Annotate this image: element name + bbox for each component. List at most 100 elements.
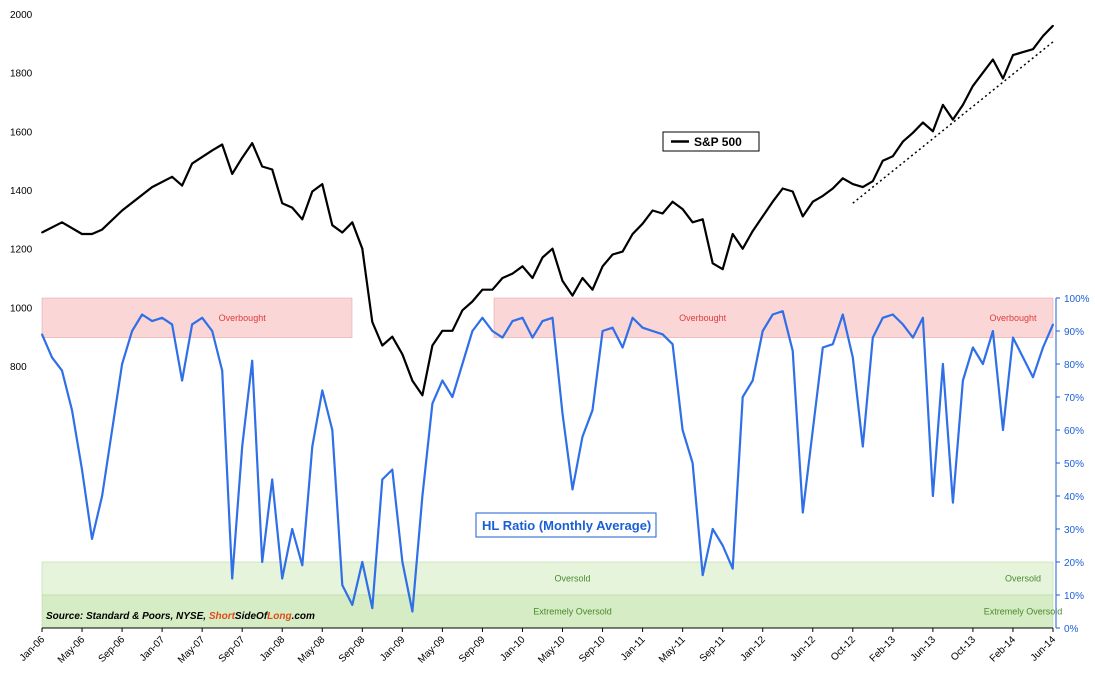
x-tick-label: Sep-06	[97, 634, 128, 665]
hl-ratio-point	[691, 462, 694, 464]
sp500-point	[1002, 77, 1004, 80]
hl-ratio-point	[982, 363, 984, 365]
hl-ratio-point	[1002, 429, 1004, 431]
source-text: Source: Standard & Poors, NYSE, ShortSid…	[46, 611, 315, 622]
right-tick-label: 70%	[1064, 393, 1084, 404]
hl-ratio-point	[201, 316, 204, 319]
sp500-point	[851, 183, 854, 186]
x-tick-label: Jun-13	[909, 634, 939, 664]
hl-ratio-point	[661, 333, 664, 336]
sp500-point	[91, 233, 93, 235]
sp500-point	[791, 190, 794, 193]
sp500-point	[781, 187, 784, 190]
hl-ratio-point	[952, 501, 954, 504]
sp500-point	[631, 233, 634, 235]
x-tick-label: Jan-12	[738, 634, 768, 664]
sp500-point	[341, 231, 344, 234]
hl-ratio-point	[51, 356, 53, 359]
hl-ratio-point	[141, 313, 143, 316]
right-tick-label: 60%	[1064, 426, 1084, 437]
sp500-point	[921, 121, 924, 124]
sp-layer	[41, 24, 1054, 397]
hl-ratio-point	[992, 330, 994, 332]
sp500-point	[191, 162, 194, 165]
hl-ratio-point	[391, 468, 394, 471]
brand-short: Short	[209, 611, 236, 622]
sp500-point	[261, 165, 264, 168]
sp500-point	[151, 186, 154, 188]
extremely-oversold-label: Extremely Oversold	[533, 607, 612, 617]
hl-ratio-point	[781, 310, 784, 313]
sp500-point	[301, 218, 304, 221]
hl-ratio-point	[941, 363, 944, 365]
hl-ratio-point	[231, 577, 234, 580]
x-tick-label: Jan-06	[18, 634, 48, 664]
sp500-point	[551, 247, 554, 250]
hl-ratio-point	[861, 445, 864, 448]
sp500-point	[1012, 54, 1014, 56]
sp500-point	[871, 180, 874, 183]
hl-ratio-point	[221, 369, 224, 372]
sp500-line	[41, 24, 1054, 397]
right-tick-label: 30%	[1064, 525, 1084, 536]
left-axis: 2000 1800 1600 1400 1200 1000 800	[10, 10, 33, 373]
hl-ratio-point	[311, 445, 314, 448]
sp500-point	[1052, 24, 1054, 27]
hl-ratio-point	[451, 396, 454, 398]
sp500-point	[391, 335, 394, 338]
x-tick-label: May-11	[657, 634, 688, 665]
left-tick-label: 800	[10, 362, 27, 373]
hl-ratio-point	[491, 330, 494, 332]
sp-legend-box	[662, 131, 760, 152]
sp500-point	[801, 215, 804, 218]
hl-ratio-point	[151, 320, 154, 322]
hl-ratio-point	[901, 323, 904, 326]
hl-ratio-point	[611, 326, 614, 329]
hl-ratio-point	[911, 336, 914, 339]
right-tick-label: 100%	[1064, 294, 1090, 305]
hl-ratio-point	[371, 607, 374, 610]
extremely-oversold-band	[41, 594, 1054, 629]
hl-ratio-point	[771, 313, 774, 316]
sp500-point	[601, 265, 604, 268]
hl-ratio-point	[891, 313, 894, 316]
hl-ratio-line	[40, 310, 1055, 613]
sp500-point	[952, 118, 954, 121]
sp500-point	[681, 208, 684, 210]
hl-ratio-point	[811, 429, 814, 431]
hl-ratio-point	[581, 435, 584, 438]
sp500-point	[121, 209, 123, 212]
left-tick-label: 1000	[10, 303, 33, 314]
sp500-point	[621, 250, 624, 253]
sp500-point	[451, 329, 454, 332]
hl-ratio-point	[521, 316, 524, 319]
hl-ratio-point	[541, 320, 544, 322]
hl-ratio-point	[851, 356, 854, 359]
sp500-point	[41, 231, 43, 234]
sp500-point	[761, 215, 764, 218]
hl-ratio-point	[801, 511, 804, 514]
x-tick-label: May-06	[56, 634, 88, 666]
overbought-label: Overbought	[679, 313, 727, 323]
sp500-point	[901, 140, 904, 143]
hl-ratio-point	[171, 323, 174, 326]
hl-ratio-point	[431, 402, 434, 405]
sp500-point	[411, 379, 414, 382]
hl-layer	[40, 310, 1055, 613]
hl-legend-box	[475, 512, 657, 538]
sp500-point	[741, 247, 744, 250]
x-tick-label: May-08	[296, 634, 328, 666]
sp500-point	[221, 143, 224, 146]
sp500-point	[251, 142, 254, 144]
hl-ratio-point	[271, 478, 274, 481]
sp500-point	[831, 187, 834, 190]
brand-long: Long	[267, 611, 291, 622]
zones-layer: Overbought Overbought Overbought Oversold Ov…	[41, 297, 1062, 629]
hl-ratio-point	[1052, 323, 1054, 326]
hl-legend-label: HL Ratio (Monthly Average)	[482, 518, 651, 533]
x-tick-label: Jan-09	[378, 634, 408, 664]
hl-ratio-point	[161, 316, 164, 319]
sp500-point	[481, 288, 484, 291]
sp500-point	[731, 233, 734, 235]
